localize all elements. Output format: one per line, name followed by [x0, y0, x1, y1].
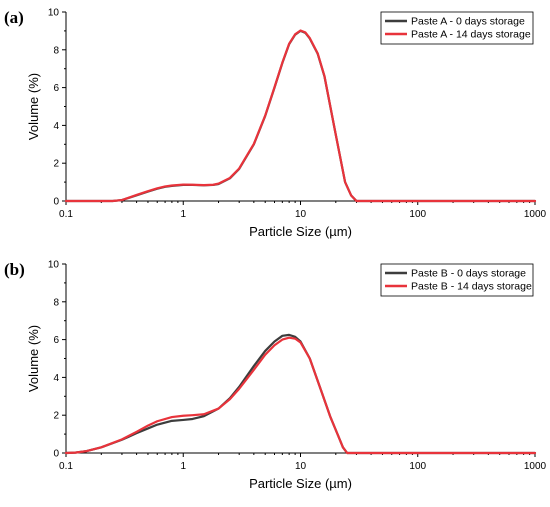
x-tick-label: 0.1: [59, 461, 73, 472]
y-tick-label: 0: [53, 197, 59, 208]
series-line-1: [64, 29, 537, 203]
y-tick-label: 4: [53, 121, 59, 132]
x-tick-label: 1000: [524, 461, 547, 472]
x-axis-title: Particle Size (µm): [249, 224, 352, 239]
y-tick-label: 6: [53, 335, 59, 346]
legend-box: [380, 263, 534, 297]
x-tick-label: 0.1: [59, 209, 73, 220]
legend-label-1: Paste A - 0 days storage: [411, 16, 525, 28]
panel-label-b: (b): [4, 260, 25, 279]
y-tick-label: 10: [48, 260, 60, 271]
series-line-2: [64, 336, 537, 455]
x-tick-label: 1: [180, 461, 186, 472]
y-tick-label: 8: [53, 297, 59, 308]
x-axis-title: Particle Size (µm): [249, 476, 352, 491]
legend-label-2: Paste B - 14 days storage: [411, 281, 532, 293]
y-axis-title: Volume (%): [26, 325, 41, 392]
y-axis-title: Volume (%): [26, 73, 41, 140]
panel-label-a: (a): [4, 8, 24, 27]
chart-panel-a: (a) 0 2 4 6 8 10 0.1 1 10 100 1000 Particle Size (µ…: [0, 0, 550, 250]
x-tick-label: 1: [180, 209, 186, 220]
x-tick-label: 10: [295, 209, 307, 220]
legend-box: [380, 11, 534, 45]
y-tick-label: 2: [53, 411, 59, 422]
chart-panel-b: (b) 0 2 4 6 8 10 0.1 1 10 100 1000 Particle Size (µ…: [0, 252, 550, 502]
legend-label-2: Paste A - 14 days storage: [411, 29, 531, 41]
y-tick-label: 6: [53, 83, 59, 94]
y-tick-label: 2: [53, 159, 59, 170]
chart-a-svg: 0 2 4 6 8 10 0.1 1 10 100 1000 Particle Size (µm) Vo…: [26, 8, 547, 240]
x-tick-label: 1000: [524, 209, 547, 220]
y-tick-label: 8: [53, 45, 59, 56]
series-line-2: [64, 29, 537, 203]
y-tick-label: 0: [53, 449, 59, 460]
series-line-1: [64, 333, 537, 455]
legend-label-1: Paste B - 0 days storage: [411, 268, 526, 280]
y-tick-label: 10: [48, 8, 60, 19]
x-tick-label: 100: [409, 461, 426, 472]
x-tick-label: 100: [409, 209, 426, 220]
x-tick-label: 10: [295, 461, 307, 472]
chart-b-svg: 0 2 4 6 8 10 0.1 1 10 100 1000 Particle Size (µm) Vo…: [26, 260, 547, 492]
y-tick-label: 4: [53, 373, 59, 384]
